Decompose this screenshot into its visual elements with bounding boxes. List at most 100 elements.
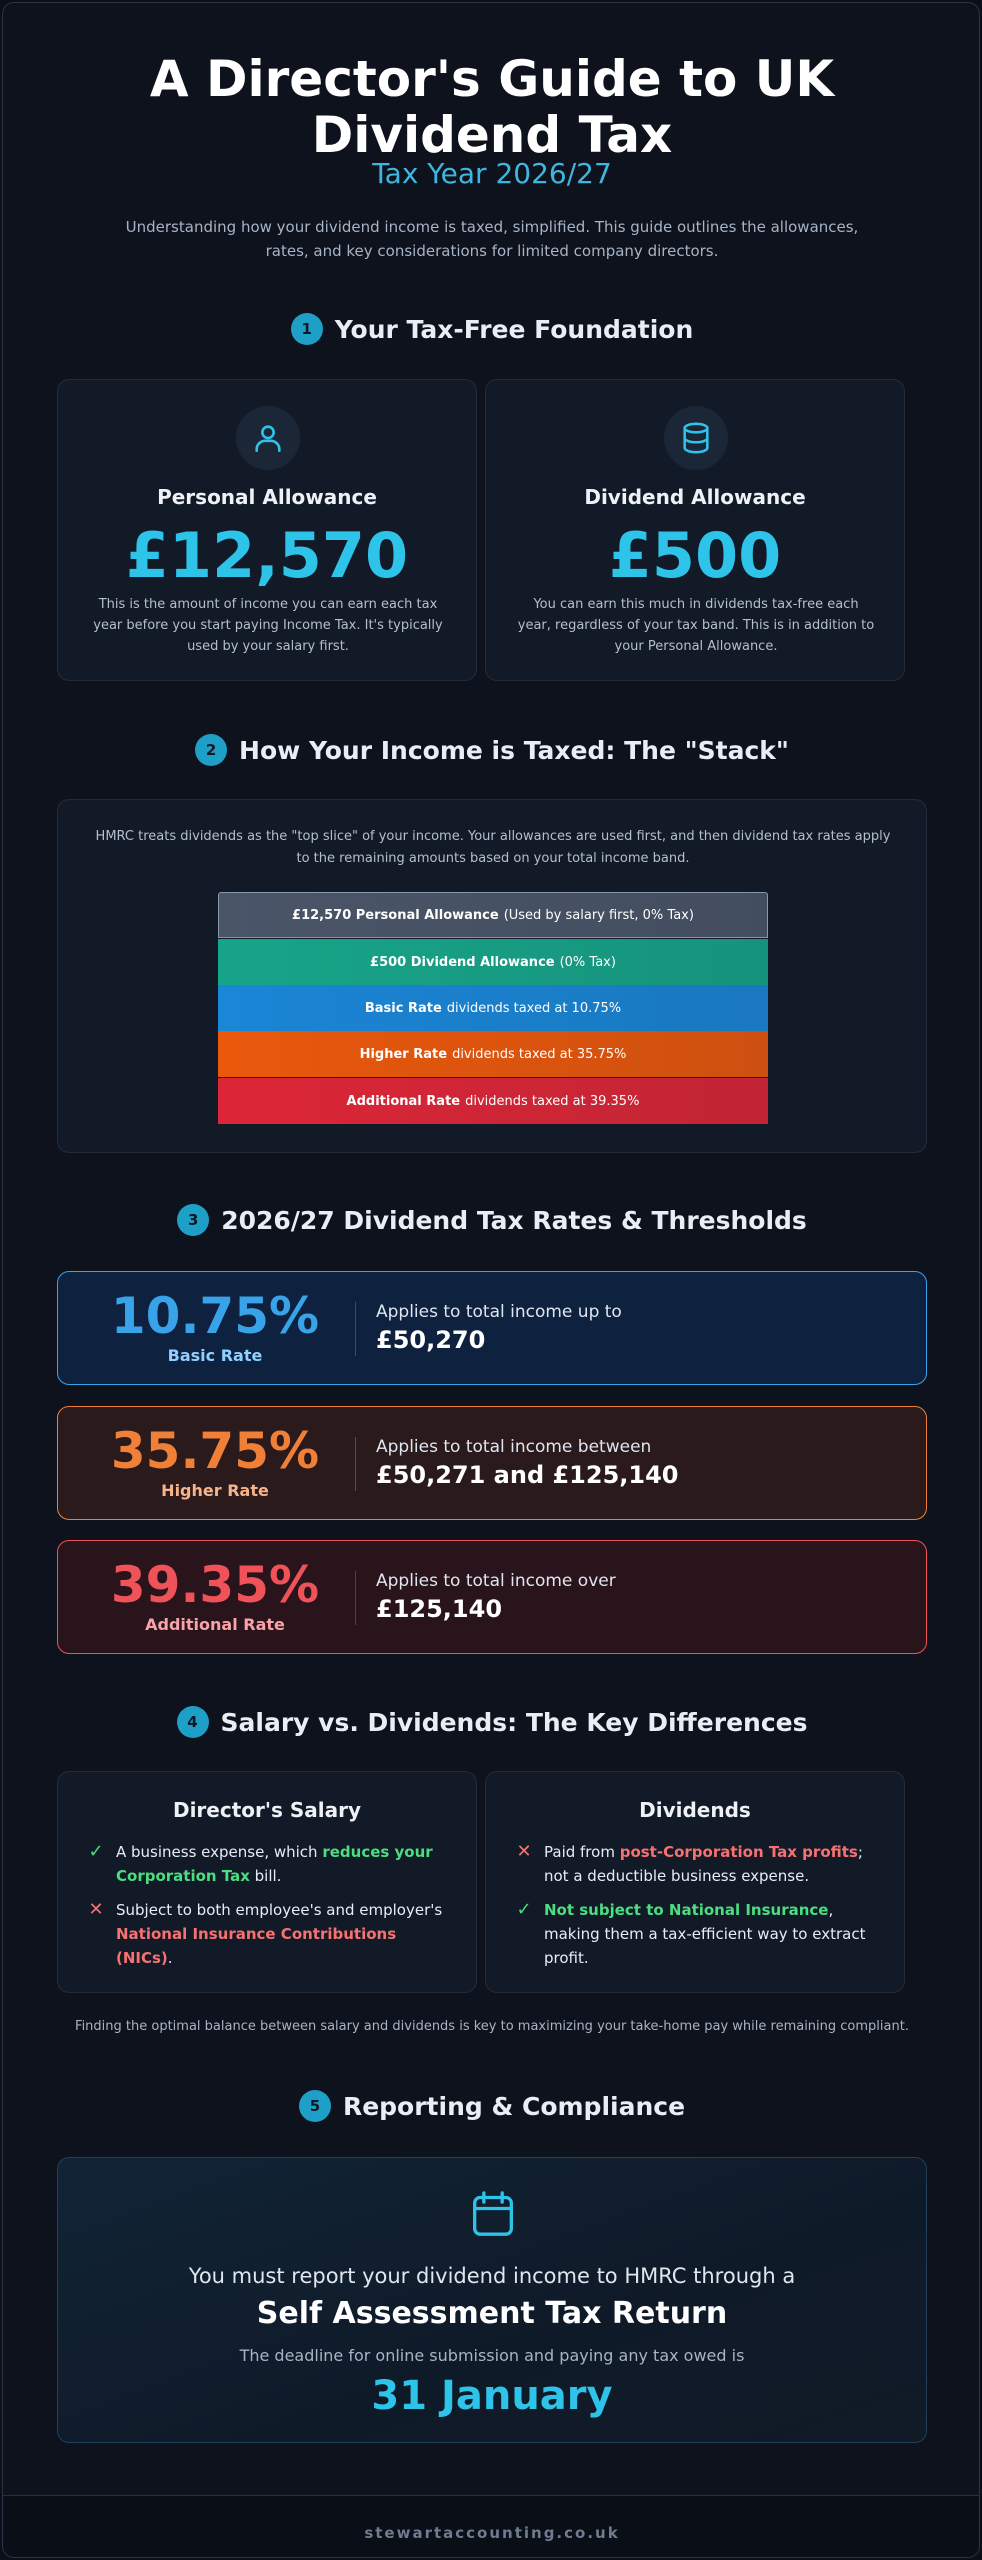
point-highlight: reduces your Corporation Tax — [116, 1843, 433, 1885]
section-5-heading: 5 Reporting & Compliance — [3, 2090, 979, 2122]
layer-label: £12,570 Personal Allowance — [292, 907, 499, 923]
salary-title: Director's Salary — [172, 1798, 362, 1822]
footer-website: stewartaccounting.co.uk — [364, 2524, 620, 2542]
point-pre: A business expense, which — [116, 1843, 323, 1861]
rate-percent: 10.75% — [110, 1287, 320, 1345]
rate-applies-text: Applies to total income between — [376, 1437, 652, 1457]
allowance-name: Dividend Allowance — [584, 485, 806, 509]
section-number-badge: 5 — [298, 2090, 331, 2122]
point-highlight: National Insurance Contributions (NICs) — [116, 1925, 397, 1967]
section-number-badge: 3 — [177, 1204, 210, 1236]
higher-rate-card: 35.75% Higher Rate Applies to total inco… — [57, 1406, 927, 1520]
rate-divider — [355, 1437, 356, 1491]
point-text: Paid from post-Corporation Tax profits; … — [544, 1840, 884, 1888]
point-text: Not subject to National Insurance, makin… — [544, 1898, 884, 1970]
intro-text: Understanding how your dividend income i… — [125, 218, 859, 260]
personal-allowance-card: Personal Allowance £12,570 This is the a… — [57, 379, 477, 681]
layer-text: dividends taxed at 39.35% — [465, 1093, 640, 1109]
stack-layer-basic-rate: Basic Rate dividends taxed at 10.75% — [218, 985, 768, 1031]
cross-icon: ✕ — [88, 1899, 104, 1920]
rate-band: £125,140 — [376, 1595, 503, 1623]
title-line-1: A Director's Guide to UK — [149, 50, 835, 108]
allowance-name: Personal Allowance — [157, 485, 377, 509]
additional-rate-card: 39.35% Additional Rate Applies to total … — [57, 1540, 927, 1654]
section-title: How Your Income is Taxed: The "Stack" — [239, 735, 789, 765]
stack-layer-additional-rate: Additional Rate dividends taxed at 39.35% — [218, 1078, 768, 1124]
section-3-heading: 3 2026/27 Dividend Tax Rates & Threshold… — [3, 1204, 979, 1236]
point-pre: Paid from — [544, 1843, 620, 1861]
rate-divider — [355, 1302, 356, 1356]
section-title: Reporting & Compliance — [342, 2091, 686, 2121]
reporting-intro: You must report your dividend income to … — [188, 2264, 796, 2288]
layer-text: dividends taxed at 10.75% — [446, 1000, 622, 1016]
layer-text: (Used by salary first, 0% Tax) — [503, 907, 694, 923]
reporting-deadline-text: The deadline for online submission and p… — [239, 2346, 745, 2365]
section-4-heading: 4 Salary vs. Dividends: The Key Differen… — [3, 1706, 979, 1738]
rate-label: Additional Rate — [145, 1615, 285, 1634]
section-title: Your Tax-Free Foundation — [334, 314, 694, 344]
point-text: A business expense, which reduces your C… — [116, 1840, 456, 1888]
point-post: bill. — [249, 1867, 282, 1885]
title-line-2: Dividend Tax — [311, 106, 673, 164]
point-post: , making them a tax-efficient way to ext… — [544, 1901, 866, 1967]
rate-band: £50,270 — [376, 1326, 486, 1354]
point-text: Subject to both employee's and employer'… — [116, 1898, 456, 1970]
stack-layer-personal-allowance: £12,570 Personal Allowance (Used by salar… — [218, 892, 768, 938]
section-2-heading: 2 How Your Income is Taxed: The "Stack" — [3, 734, 979, 766]
allowance-amount: £500 — [608, 519, 782, 592]
rate-applies-text: Applies to total income up to — [376, 1302, 622, 1322]
basic-rate-card: 10.75% Basic Rate Applies to total incom… — [57, 1271, 927, 1385]
cross-icon: ✕ — [516, 1841, 532, 1862]
section-title: 2026/27 Dividend Tax Rates & Thresholds — [221, 1205, 807, 1235]
allowance-description: You can earn this much in dividends tax-… — [517, 597, 875, 654]
reporting-card: You must report your dividend income to … — [57, 2157, 927, 2443]
rate-percent: 35.75% — [110, 1422, 320, 1480]
point-post: ; not a deductible business expense. — [544, 1843, 863, 1885]
stack-intro: HMRC treats dividends as the "top slice"… — [95, 829, 891, 866]
layer-text: dividends taxed at 35.75% — [452, 1046, 627, 1062]
dividends-title: Dividends — [639, 1798, 751, 1822]
layer-label: Basic Rate — [364, 1000, 442, 1016]
rate-percent: 39.35% — [110, 1556, 320, 1614]
rate-applies-text: Applies to total income over — [376, 1571, 616, 1591]
section-1-heading: 1 Your Tax-Free Foundation — [3, 313, 979, 345]
page-title: A Director's Guide to UK Dividend Tax — [3, 50, 979, 164]
salary-point-2: ✕ Subject to both employee's and employe… — [86, 1898, 456, 1970]
rate-label: Higher Rate — [161, 1481, 269, 1500]
layer-label: Additional Rate — [346, 1093, 461, 1109]
point-highlight: post-Corporation Tax profits — [619, 1843, 858, 1861]
reporting-deadline-date: 31 January — [371, 2373, 613, 2419]
point-post: . — [167, 1949, 173, 1967]
check-icon: ✓ — [516, 1899, 532, 1920]
section-title: Salary vs. Dividends: The Key Difference… — [220, 1707, 808, 1737]
rate-label: Basic Rate — [167, 1346, 263, 1365]
layer-label: £500 Dividend Allowance — [370, 954, 555, 970]
allowance-amount: £12,570 — [125, 519, 409, 592]
point-pre: Subject to both employee's and employer'… — [116, 1901, 443, 1919]
allowance-description: This is the amount of income you can ear… — [93, 597, 443, 654]
income-stack-card: HMRC treats dividends as the "top slice"… — [57, 799, 927, 1153]
page-subtitle: Tax Year 2026/27 — [372, 157, 612, 190]
point-highlight: Not subject to National Insurance — [544, 1901, 829, 1919]
calendar-icon — [471, 2190, 515, 2242]
dividends-point-1: ✕ Paid from post-Corporation Tax profits… — [514, 1840, 884, 1888]
section-number-badge: 1 — [290, 313, 323, 345]
salary-card: Director's Salary ✓ A business expense, … — [57, 1771, 477, 1993]
user-icon — [236, 406, 300, 470]
layer-label: Higher Rate — [359, 1046, 448, 1062]
database-icon — [664, 406, 728, 470]
balance-note: Finding the optimal balance between sala… — [75, 2019, 909, 2034]
reporting-return-name: Self Assessment Tax Return — [256, 2296, 728, 2331]
dividends-point-2: ✓ Not subject to National Insurance, mak… — [514, 1898, 884, 1970]
check-icon: ✓ — [88, 1841, 104, 1862]
salary-point-1: ✓ A business expense, which reduces your… — [86, 1840, 456, 1888]
stack-layer-dividend-allowance: £500 Dividend Allowance (0% Tax) — [218, 939, 768, 985]
rate-divider — [355, 1571, 356, 1625]
stack-layer-higher-rate: Higher Rate dividends taxed at 35.75% — [218, 1031, 768, 1077]
footer: stewartaccounting.co.uk — [3, 2495, 979, 2557]
section-number-badge: 2 — [195, 734, 228, 766]
rate-band: £50,271 and £125,140 — [376, 1461, 679, 1489]
dividends-card: Dividends ✕ Paid from post-Corporation T… — [485, 1771, 905, 1993]
dividend-allowance-card: Dividend Allowance £500 You can earn thi… — [485, 379, 905, 681]
